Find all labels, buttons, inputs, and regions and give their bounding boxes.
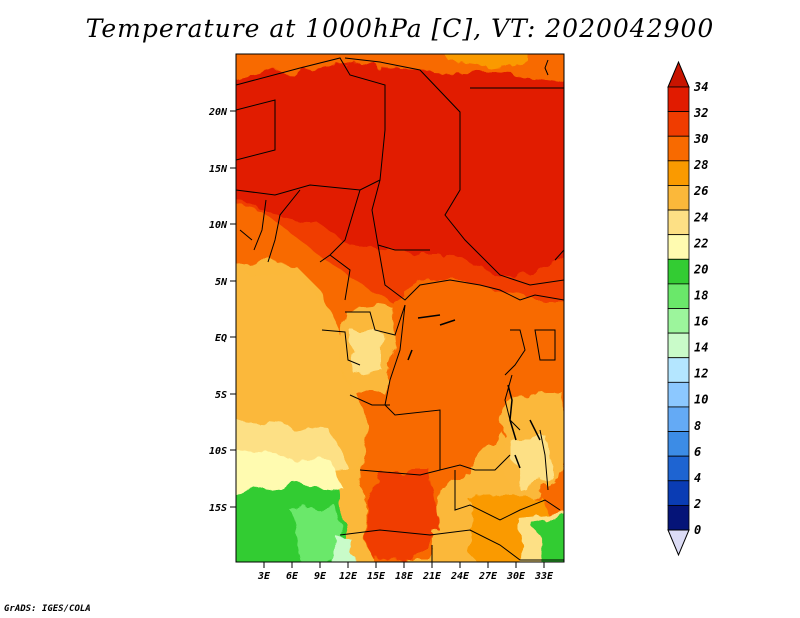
country-borders (236, 57, 564, 562)
colorbar-label: 12 (694, 367, 708, 381)
colorbar-top-arrow (667, 60, 690, 88)
colorbar-segment (667, 381, 690, 408)
colorbar-segment (667, 406, 690, 432)
lat-tick-label: 5N (215, 277, 228, 288)
lon-tick-label: 21E (422, 571, 442, 582)
colorbar-segment (667, 504, 690, 531)
colorbar-bottom-arrow (667, 529, 690, 557)
lon-tick-label: 3E (257, 571, 271, 582)
lat-tick-label: 10N (209, 220, 228, 231)
lat-tick-label: 20N (208, 107, 228, 118)
lat-tick-label: EQ (215, 333, 227, 344)
lon-tick-label: 12E (339, 571, 358, 582)
lon-tick-label: 9E (314, 571, 327, 582)
colorbar-label: 28 (693, 158, 708, 172)
lon-tick-label: 27E (478, 571, 498, 582)
lon-tick-label: 24E (450, 571, 470, 582)
colorbar-segment (667, 234, 690, 260)
colorbar-segment (667, 455, 690, 482)
lakes (407, 314, 541, 469)
lon-tick-label: 30E (506, 571, 526, 582)
lon-tick-label: 15E (367, 571, 386, 582)
colorbar-segment (667, 209, 690, 236)
lon-tick-label: 18E (395, 571, 414, 582)
lon-tick-label: 33E (534, 571, 554, 582)
lat-tick-label: 15S (209, 503, 227, 514)
colorbar-segment (667, 135, 690, 162)
colorbar-label: 0 (694, 523, 701, 537)
colorbar-segment (667, 332, 690, 359)
credit-text: GrADS: IGES/COLA (4, 604, 91, 614)
colorbar-segment (667, 480, 690, 506)
colorbar-label: 34 (693, 80, 708, 94)
colorbar-label: 26 (693, 184, 708, 198)
colorbar-segment (667, 258, 690, 285)
colorbar-segment (667, 308, 690, 334)
colorbar-label: 4 (694, 471, 701, 485)
colorbar-label: 2 (693, 497, 701, 511)
colorbar-label: 8 (694, 419, 701, 433)
colorbar-segment (667, 86, 690, 113)
colorbar-label: 32 (693, 106, 708, 120)
colorbar-label: 14 (694, 341, 708, 355)
colorbar-segment (667, 283, 690, 309)
colorbar-label: 10 (694, 393, 708, 407)
colorbar-segment (667, 160, 690, 186)
lat-tick-label: 10S (209, 446, 227, 457)
colorbar-label: 6 (694, 445, 701, 459)
lat-tick-label: 5S (215, 390, 227, 401)
map-title: Temperature at 1000hPa [C], VT: 20200429… (85, 14, 715, 43)
colorbar-label: 22 (693, 236, 708, 250)
colorbar-label: 30 (693, 132, 708, 146)
lat-axis: 20N 15N 10N 5N EQ 5S 10S 15S (208, 107, 236, 514)
colorbar-segment (667, 111, 690, 137)
lon-axis: 3E 6E 9E 12E 15E 18E 21E 24E 27E 30E 33E (257, 562, 554, 582)
colorbar-segment (667, 431, 690, 457)
colorbar-segments (667, 86, 690, 531)
colorbar-label: 24 (693, 210, 708, 224)
colorbar-label: 16 (694, 315, 708, 329)
lat-tick-label: 15N (209, 164, 228, 175)
colorbar-segment (667, 357, 690, 383)
colorbar-segment (667, 185, 690, 211)
temperature-field (236, 54, 564, 562)
map-frame (235, 53, 565, 563)
colorbar-label: 20 (693, 262, 708, 276)
lon-tick-label: 6E (286, 571, 299, 582)
colorbar-label: 18 (694, 288, 708, 302)
